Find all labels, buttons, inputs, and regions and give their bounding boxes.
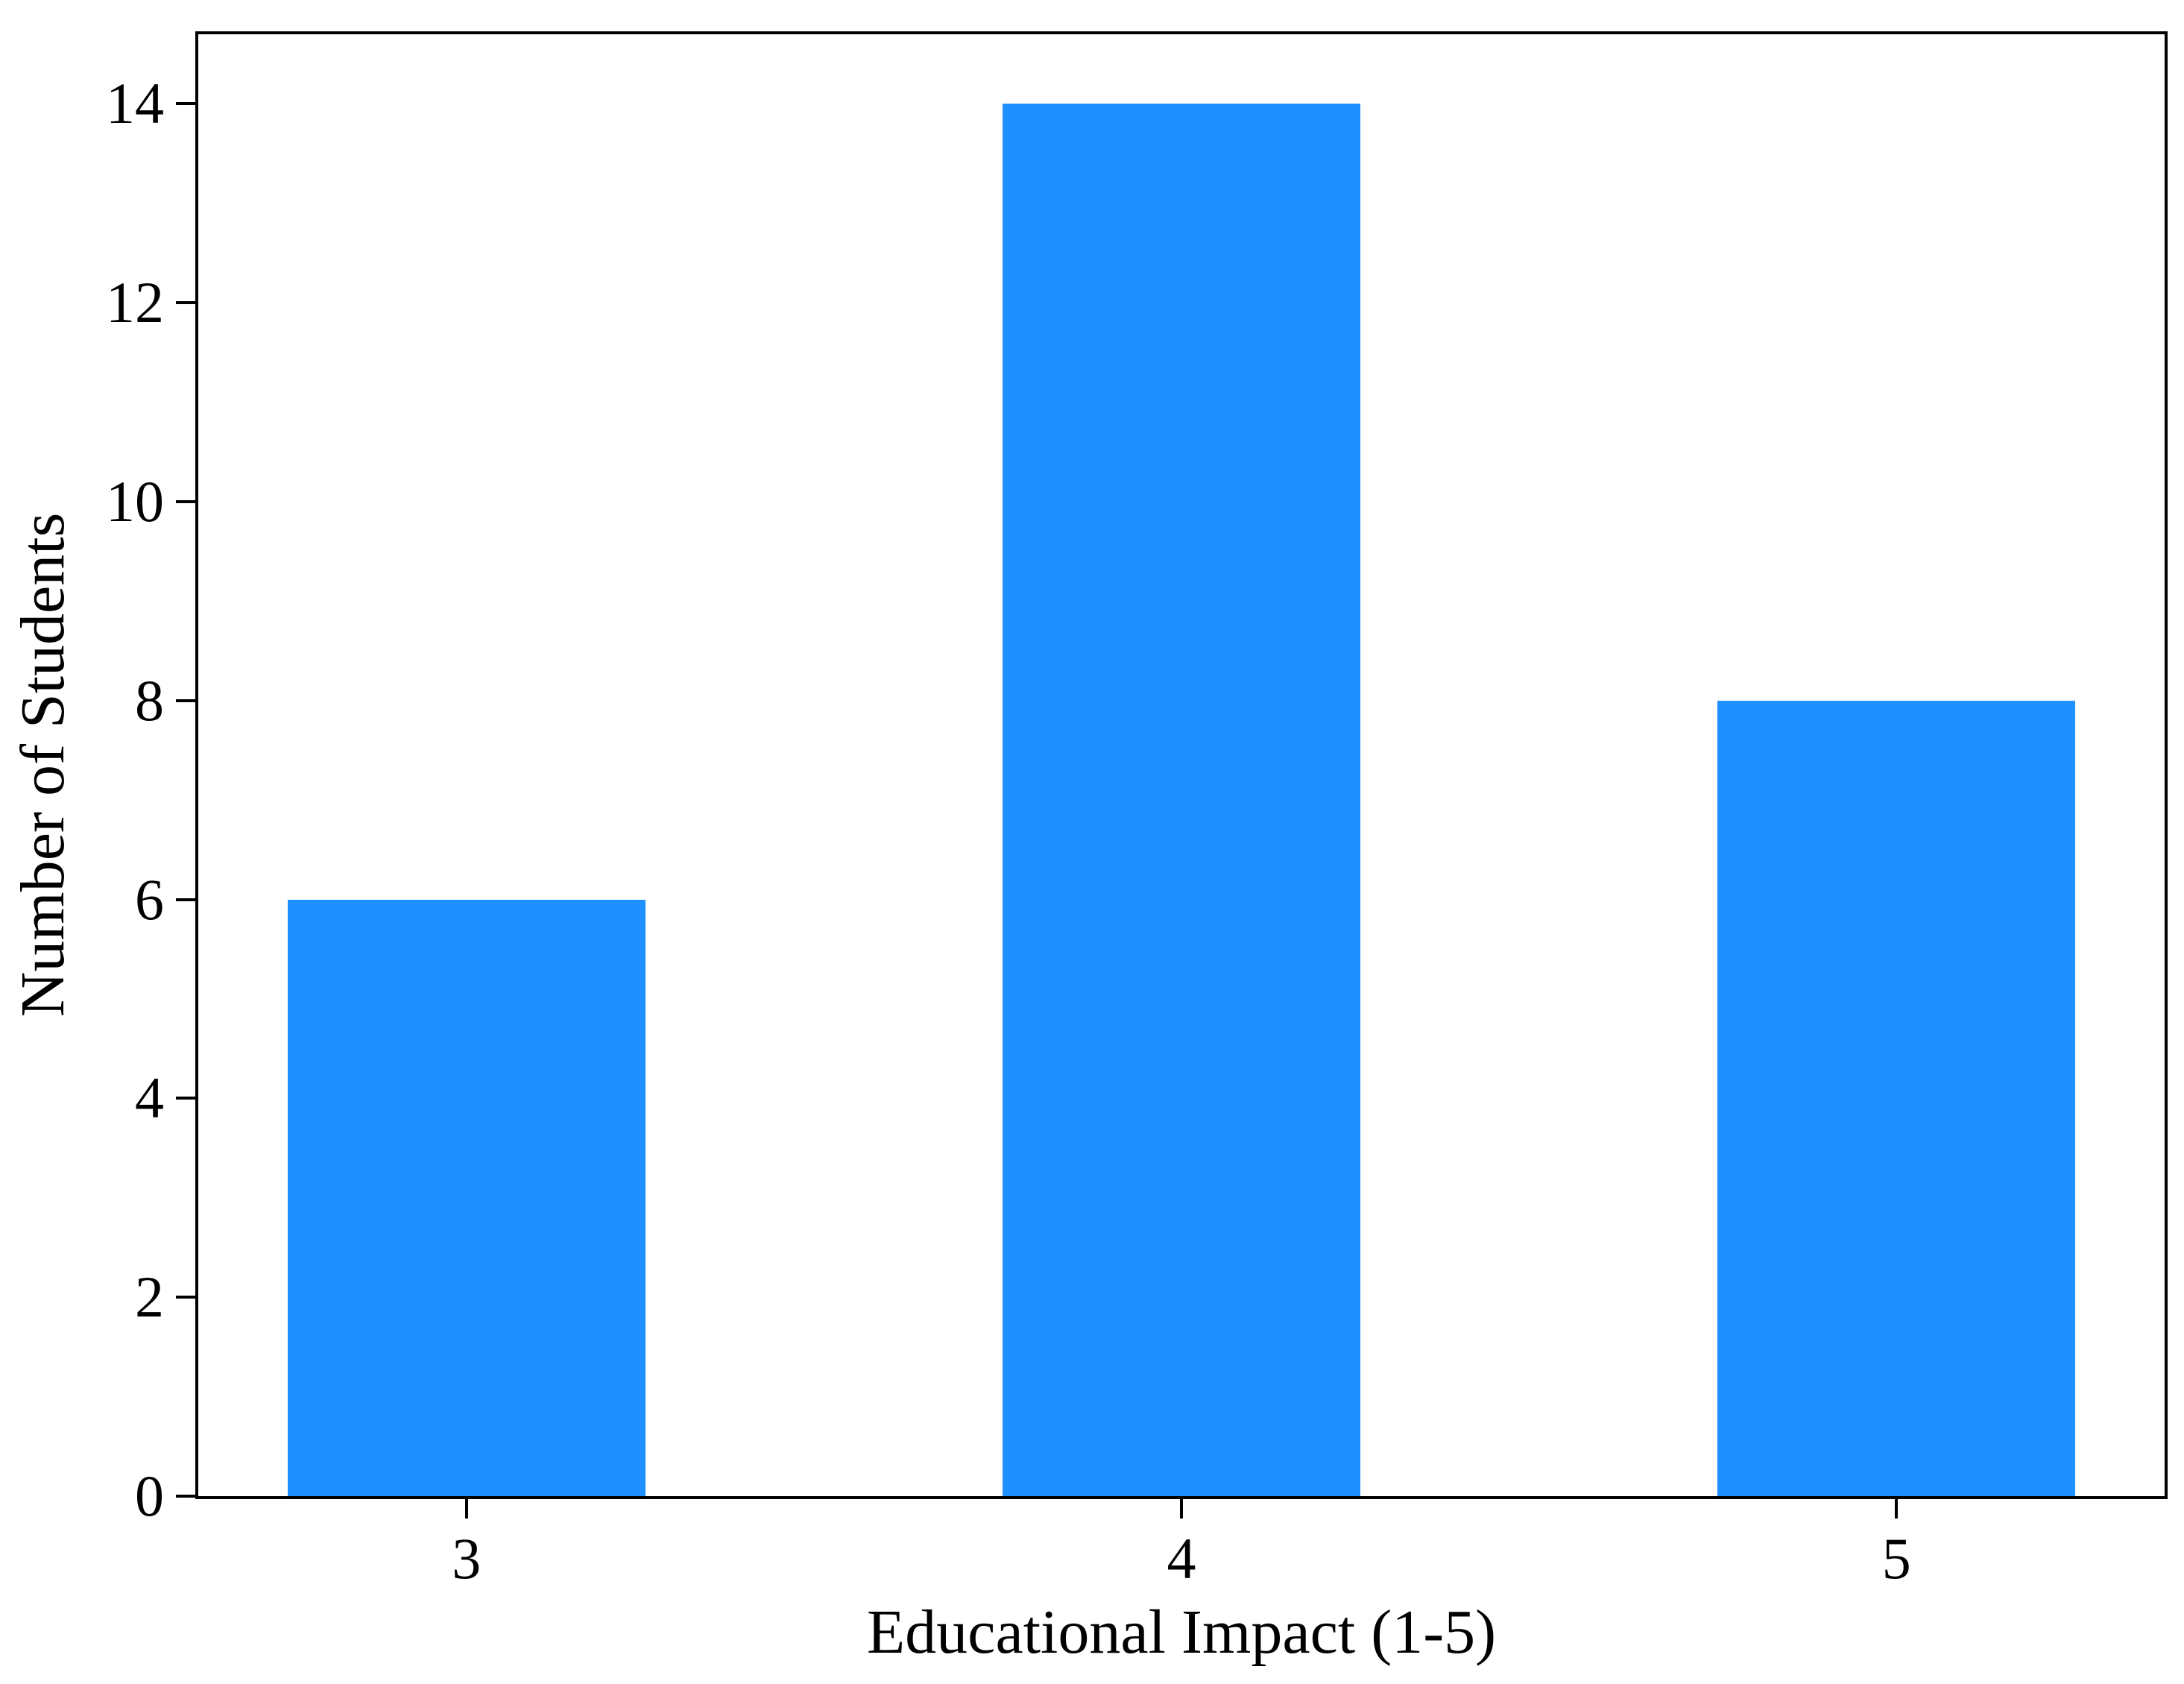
x-tick-mark-5 <box>1895 1499 1899 1519</box>
x-tick-mark-3 <box>464 1499 468 1519</box>
y-axis-label: Number of Students <box>8 512 78 1018</box>
bar-3 <box>287 899 646 1496</box>
x-tick-label-3: 3 <box>452 1526 482 1591</box>
y-tick-label-4: 4 <box>135 1065 164 1131</box>
x-axis-label: Educational Impact (1-5) <box>866 1598 1497 1667</box>
y-tick-label-10: 10 <box>106 469 164 534</box>
x-tick-mark-4 <box>1180 1499 1183 1519</box>
y-tick-label-0: 0 <box>135 1463 164 1528</box>
bar-4 <box>1003 104 1360 1496</box>
y-tick-label-6: 6 <box>135 866 164 932</box>
y-tick-label-12: 12 <box>106 270 164 335</box>
y-tick-label-14: 14 <box>106 71 164 136</box>
bar-5 <box>1717 700 2076 1496</box>
y-tick-mark-12 <box>176 301 195 305</box>
plot-area: 0 2 4 6 8 10 12 14 3 4 5 <box>106 31 2168 1590</box>
x-tick-label-4: 4 <box>1167 1526 1196 1591</box>
y-tick-mark-6 <box>176 898 195 901</box>
y-tick-mark-8 <box>176 698 195 702</box>
y-tick-mark-0 <box>176 1495 195 1498</box>
y-tick-mark-10 <box>176 500 195 503</box>
y-tick-label-2: 2 <box>135 1264 164 1330</box>
y-tick-mark-4 <box>176 1097 195 1100</box>
y-tick-mark-14 <box>176 102 195 106</box>
x-tick-label-5: 5 <box>1881 1526 1911 1591</box>
y-tick-label-8: 8 <box>135 667 164 733</box>
y-tick-mark-2 <box>176 1296 195 1299</box>
